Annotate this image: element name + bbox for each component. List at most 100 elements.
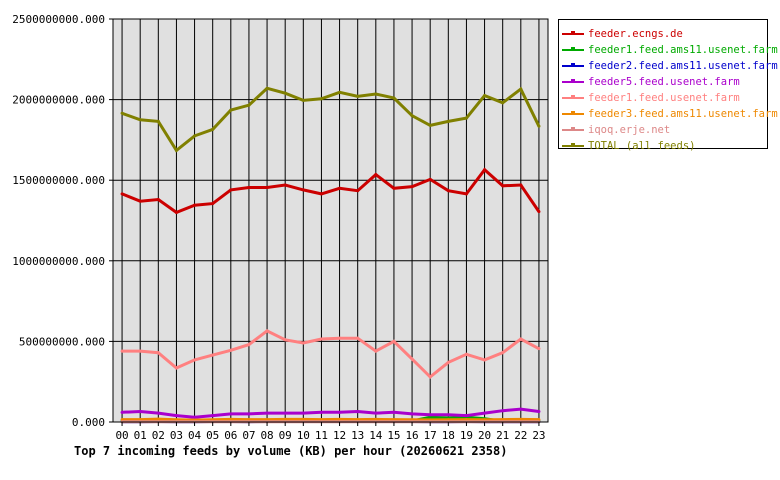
data-point (392, 186, 396, 190)
x-tick-label: 23 (532, 429, 545, 442)
x-tick-label: 20 (478, 429, 491, 442)
data-point (483, 358, 487, 362)
data-point (428, 415, 432, 419)
data-point (537, 124, 541, 128)
data-point (519, 407, 523, 411)
data-point (428, 375, 432, 379)
legend-swatch (562, 93, 584, 103)
data-point (464, 192, 468, 196)
data-point (283, 338, 287, 342)
data-point (338, 186, 342, 190)
data-point (501, 184, 505, 188)
x-tick-label: 02 (152, 429, 165, 442)
x-tick-label: 18 (442, 429, 455, 442)
data-point (229, 348, 233, 352)
legend-label: feeder.ecngs.de (588, 28, 683, 40)
data-point (247, 185, 251, 189)
data-point (374, 417, 378, 421)
data-point (392, 96, 396, 100)
data-point (156, 351, 160, 355)
data-point (265, 86, 269, 90)
x-tick-label: 04 (188, 429, 202, 442)
legend-item: feeder1.feed.usenet.farm (559, 90, 767, 106)
data-point (138, 410, 142, 414)
x-tick-label: 08 (260, 429, 273, 442)
data-point (519, 337, 523, 341)
data-point (374, 411, 378, 415)
data-point (174, 366, 178, 370)
data-point (265, 185, 269, 189)
data-point (283, 183, 287, 187)
data-point (428, 413, 432, 417)
y-tick-label: 500000000.000 (19, 335, 105, 348)
legend-label: TOTAL (all feeds) (588, 140, 696, 152)
y-tick-label: 2000000000.000 (12, 94, 105, 107)
data-point (338, 336, 342, 340)
legend-label: feeder2.feed.ams11.usenet.farm (588, 60, 778, 72)
legend-item: feeder3.feed.ams11.usenet.farm (559, 106, 778, 122)
x-tick-label: 15 (387, 429, 400, 442)
data-point (301, 341, 305, 345)
legend-swatch (562, 77, 584, 87)
legend-item: feeder2.feed.ams11.usenet.farm (559, 58, 778, 74)
data-point (374, 173, 378, 177)
data-point (446, 413, 450, 417)
data-point (501, 351, 505, 355)
legend-swatch (562, 45, 584, 55)
data-point (211, 202, 215, 206)
data-point (193, 203, 197, 207)
data-point (392, 339, 396, 343)
data-point (428, 123, 432, 127)
data-point (229, 188, 233, 192)
legend-item: iqoq.erje.net (559, 122, 767, 138)
data-point (356, 189, 360, 193)
series-line-5 (122, 329, 540, 379)
data-point (211, 127, 215, 131)
data-point (410, 357, 414, 361)
data-point (229, 412, 233, 416)
data-point (519, 183, 523, 187)
chart-title: Top 7 incoming feeds by volume (KB) per … (74, 444, 508, 458)
data-point (301, 188, 305, 192)
data-point (537, 347, 541, 351)
data-point (338, 417, 342, 421)
x-tick-label: 14 (369, 429, 383, 442)
data-point (483, 94, 487, 98)
legend-swatch (562, 141, 584, 151)
data-point (229, 417, 233, 421)
data-point (138, 349, 142, 353)
data-point (537, 410, 541, 414)
legend-item: TOTAL (all feeds) (559, 138, 767, 154)
data-point (211, 353, 215, 357)
data-point (356, 94, 360, 98)
data-point (483, 168, 487, 172)
data-point (174, 148, 178, 152)
data-point (483, 411, 487, 415)
data-point (501, 101, 505, 105)
series-line-1 (121, 167, 541, 215)
x-tick-label: 00 (115, 429, 128, 442)
series-line-6 (122, 417, 539, 422)
data-point (120, 111, 124, 115)
x-tick-label: 17 (424, 429, 437, 442)
x-tick-label: 22 (514, 429, 527, 442)
data-point (120, 349, 124, 353)
legend-label: feeder1.feed.usenet.farm (588, 92, 740, 104)
data-point (356, 410, 360, 414)
data-point (193, 134, 197, 138)
x-tick-label: 11 (315, 429, 328, 442)
data-point (283, 417, 287, 421)
data-point (265, 411, 269, 415)
data-point (120, 192, 124, 196)
data-point (283, 91, 287, 95)
y-tick-label: 1500000000.000 (12, 174, 105, 187)
legend-label: feeder5.feed.usenet.farm (588, 76, 740, 88)
legend-item: feeder.ecngs.de (559, 26, 767, 42)
series-line-4 (122, 407, 540, 419)
data-point (338, 90, 342, 94)
y-tick-label: 1000000000.000 (12, 255, 105, 268)
data-point (392, 410, 396, 414)
series-line-8 (121, 86, 541, 153)
data-point (247, 103, 251, 107)
data-point (247, 412, 251, 416)
